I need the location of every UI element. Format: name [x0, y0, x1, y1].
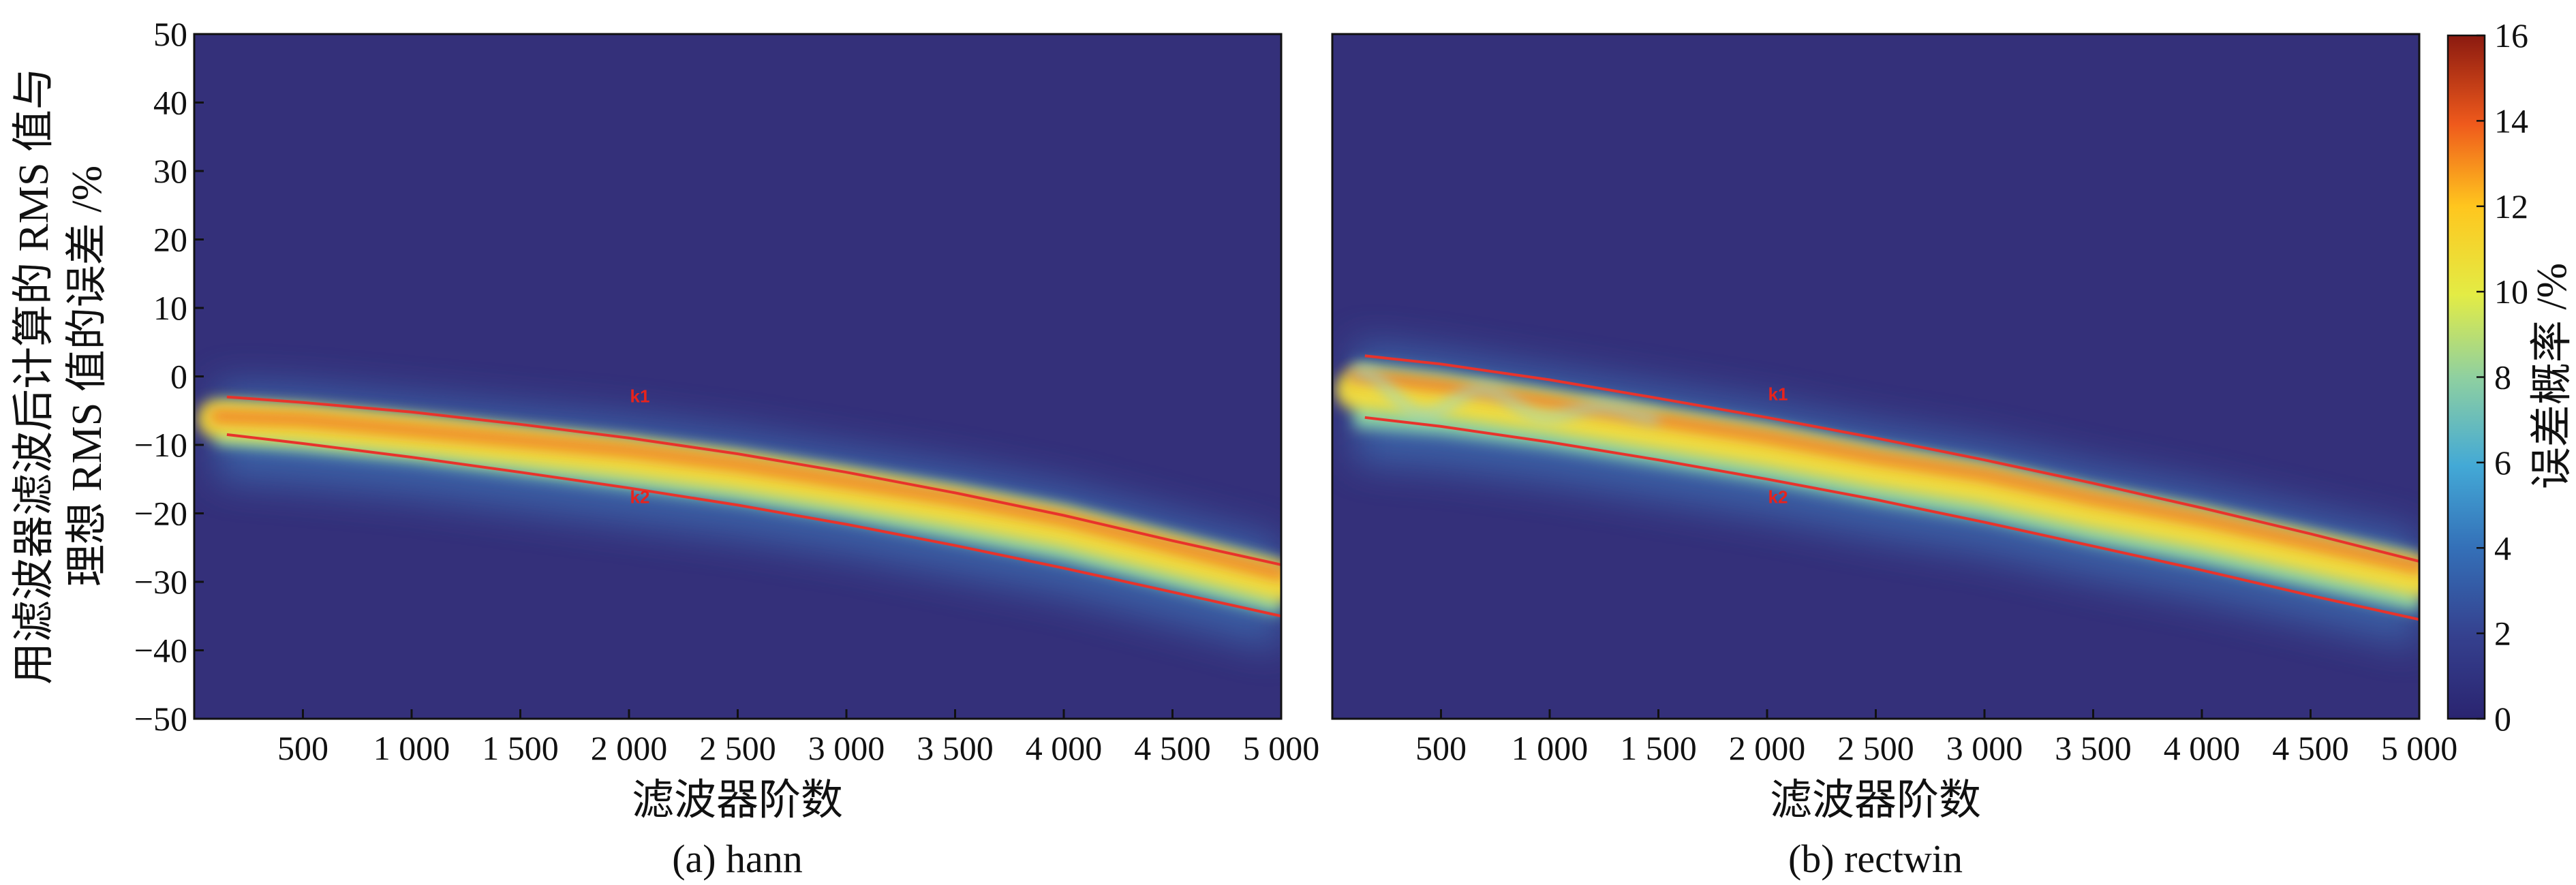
- x-tick-label: 2 500: [699, 729, 776, 767]
- x-tick-label: 4 000: [1026, 729, 1103, 767]
- heat-band-rectwin: [1335, 342, 2419, 647]
- heat-band-hann: [197, 383, 1281, 651]
- y-axis-title-line2: 理想 RMS 值的误差 /%: [64, 166, 110, 587]
- plot-area-hann: [194, 34, 1281, 719]
- colorbar-tick-label: 0: [2494, 700, 2511, 738]
- curve-label-k1: k1: [630, 386, 649, 407]
- colorbar-tick-label: 10: [2494, 273, 2528, 311]
- curve-label-k2: k2: [1768, 486, 1788, 507]
- colorbar-tick-label: 4: [2494, 529, 2511, 567]
- curve-label-k1: k1: [1768, 384, 1788, 405]
- x-axis-ticks-hann: 500 1 000 1 500 2 000 2 500 3 000 3 500 4 000 4 …: [277, 709, 1319, 767]
- heat-band-hot: [1348, 369, 2419, 572]
- x-tick-label: 5 000: [1243, 729, 1320, 767]
- caption-rectwin: (b) rectwin: [1788, 837, 1963, 881]
- x-tick-label: 1 000: [1512, 729, 1589, 767]
- x-tick-label: 2 000: [1729, 729, 1806, 767]
- y-axis-ticks: 50 40 30 20 10 0 −10 −20 −30 −40 −50: [134, 15, 204, 738]
- x-tick-label: 2 500: [1837, 729, 1914, 767]
- panel-rectwin: k1 k2 500 1 000 1 500 2 000 2 500 3 000 3 500 4 …: [1331, 33, 2457, 881]
- y-tick-label: 10: [153, 289, 187, 327]
- x-tick-label: 4 500: [1134, 729, 1211, 767]
- x-tick-label: 500: [277, 729, 328, 767]
- x-tick-label: 3 000: [808, 729, 885, 767]
- colorbar-tick-label: 8: [2494, 358, 2511, 397]
- curve-k2: [226, 433, 1281, 618]
- y-tick-label: 50: [153, 15, 187, 53]
- x-tick-label: 1 500: [482, 729, 559, 767]
- colorbar-tick-label: 2: [2494, 615, 2511, 653]
- y-tick-label: 20: [153, 221, 187, 259]
- colorbar-ticks: 0 2 4 6 8 10 12 14 16: [2477, 16, 2528, 738]
- x-axis-title-rectwin: 滤波器阶数: [1770, 777, 1981, 824]
- y-tick-label: −40: [134, 632, 187, 670]
- colorbar-tick-label: 6: [2494, 444, 2511, 482]
- curve-k1: [1364, 354, 2419, 563]
- caption-hann: (a) hann: [672, 837, 803, 881]
- x-tick-label: 2 000: [591, 729, 668, 767]
- x-tick-label: 3 000: [1946, 729, 2023, 767]
- x-tick-label: 4 500: [2272, 729, 2349, 767]
- curve-label-k2: k2: [630, 486, 649, 507]
- x-tick-label: 500: [1415, 729, 1467, 767]
- colorbar: 0 2 4 6 8 10 12 14 16 误差概率 /%: [2447, 16, 2575, 738]
- colorbar-tick-label: 14: [2494, 102, 2528, 140]
- x-tick-label: 4 000: [2164, 729, 2241, 767]
- y-tick-label: 40: [153, 84, 187, 122]
- x-axis-ticks-rectwin: 500 1 000 1 500 2 000 2 500 3 000 3 500 4 000 4 …: [1415, 709, 2457, 767]
- x-tick-label: 5 000: [2381, 729, 2458, 767]
- x-tick-label: 3 500: [917, 729, 994, 767]
- y-tick-label: 0: [170, 358, 187, 396]
- heat-band-hot: [210, 410, 1281, 579]
- x-axis-title-hann: 滤波器阶数: [632, 777, 843, 824]
- curve-k1: [226, 395, 1281, 566]
- y-tick-label: 30: [153, 152, 187, 190]
- heat-band-ripple: [1353, 367, 1659, 424]
- x-tick-label: 1 500: [1620, 729, 1697, 767]
- y-axis-title: 用滤波器滤波后计算的 RMS 值与 理想 RMS 值的误差 /%: [11, 67, 110, 685]
- colorbar-tick-label: 12: [2494, 187, 2528, 226]
- y-axis-title-line1: 用滤波器滤波后计算的 RMS 值与: [11, 67, 57, 685]
- x-tick-label: 1 000: [373, 729, 450, 767]
- y-tick-label: −20: [134, 495, 187, 533]
- colorbar-title: 误差概率 /%: [2529, 263, 2575, 489]
- y-tick-label: −30: [134, 563, 187, 601]
- y-tick-label: −10: [134, 426, 187, 464]
- panel-hann: k1 k2 50 40 30 20 10 0 −10 −20 −30 −40 −50 500 1 000…: [134, 15, 1319, 881]
- curves-hann: k1 k2: [226, 386, 1281, 618]
- curve-k2: [1364, 416, 2419, 621]
- x-tick-label: 3 500: [2055, 729, 2132, 767]
- curves-rectwin: k1 k2: [1364, 354, 2419, 621]
- y-tick-label: −50: [134, 700, 187, 738]
- colorbar-tick-label: 16: [2494, 16, 2528, 55]
